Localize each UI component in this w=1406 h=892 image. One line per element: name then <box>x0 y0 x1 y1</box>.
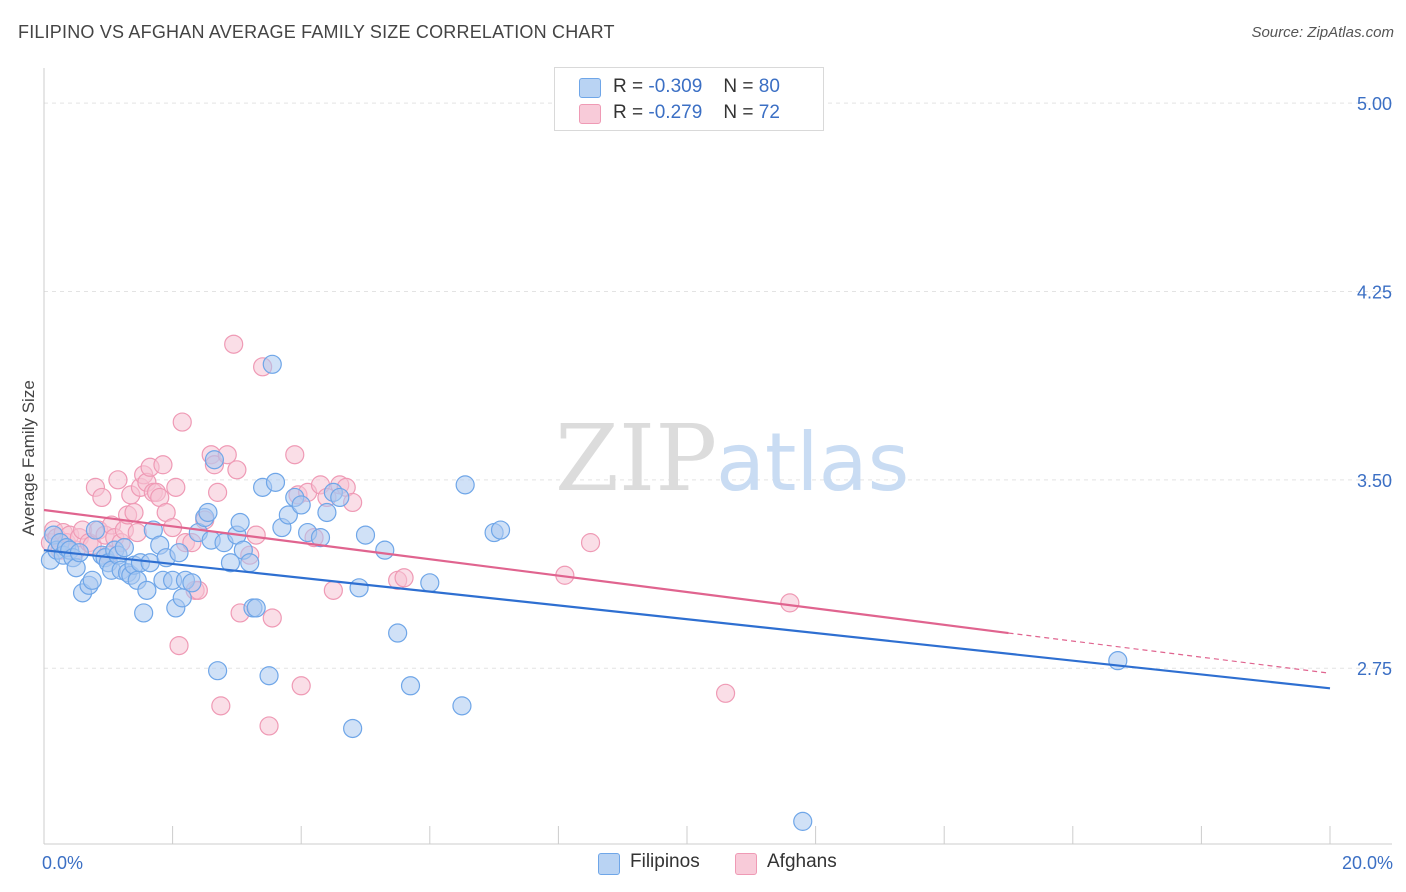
filipino-points <box>40 354 1128 831</box>
afghan-point <box>172 412 192 432</box>
filipino-point <box>265 472 286 492</box>
filipino-point <box>85 520 106 540</box>
afghan-point <box>169 635 189 656</box>
filipino-point <box>420 573 440 593</box>
filipino-point <box>375 540 395 560</box>
bottom-legend-label-afghans: Afghans <box>767 851 837 872</box>
filipino-point <box>400 676 421 696</box>
afghan-trend-line-dashed <box>1008 632 1331 674</box>
correlation-legend: R = -0.309 N = 80 R = -0.279 N = 72 <box>554 67 824 131</box>
afghan-point <box>127 522 147 543</box>
legend-r-value-filipino: -0.309 <box>648 76 703 97</box>
afghan-point <box>291 676 311 696</box>
watermark-zip: ZIP <box>555 405 717 512</box>
filipino-point <box>114 538 134 558</box>
grid-lines <box>44 102 1392 669</box>
filipino-point <box>204 450 224 470</box>
filipino-trend-line <box>43 549 1331 690</box>
filipino-point <box>240 553 260 573</box>
filipino-point <box>793 811 813 831</box>
filipino-point <box>137 580 157 600</box>
afghan-point <box>124 502 144 523</box>
filipino-point <box>134 603 154 623</box>
filipino-point <box>317 502 337 523</box>
y-tick-labels: 2.75 3.50 4.25 5.00 <box>1357 94 1392 679</box>
filipino-point <box>220 553 241 573</box>
filipino-point <box>208 661 228 681</box>
y-tick-label: 5.00 <box>1357 94 1392 114</box>
filipino-point <box>455 475 475 495</box>
filipino-point <box>278 505 298 525</box>
filipino-point <box>349 578 369 598</box>
filipino-point <box>169 543 189 563</box>
filipino-point <box>490 520 511 540</box>
filipino-point <box>388 623 408 643</box>
y-tick-label: 4.25 <box>1357 282 1392 302</box>
filipino-point <box>82 570 102 590</box>
filipino-point <box>291 495 311 515</box>
afghan-point <box>259 716 279 736</box>
afghan-point <box>715 683 736 703</box>
afghan-point <box>262 608 282 628</box>
trend-lines <box>43 508 1331 690</box>
afghan-point <box>208 482 228 502</box>
y-axis-title: Average Family Size <box>19 380 38 536</box>
afghan-point <box>246 525 266 545</box>
x-tick-label-max: 20.0% <box>1342 853 1393 873</box>
afghan-point <box>394 568 414 588</box>
filipino-point <box>343 718 363 739</box>
legend-n-value-filipino: 80 <box>758 76 780 97</box>
afghan-trend-line <box>43 508 1009 635</box>
afghan-point <box>224 334 244 354</box>
afghan-point <box>323 580 343 600</box>
filipino-point <box>198 502 218 523</box>
filipino-point <box>355 525 376 545</box>
afghan-point <box>211 696 231 716</box>
legend-r-value-afghan: -0.279 <box>648 102 703 123</box>
afghan-point <box>92 487 112 508</box>
afghan-point <box>780 593 800 613</box>
filipino-point <box>330 487 350 508</box>
legend-n-label: N = <box>723 102 754 123</box>
source-label: Source: ZipAtlas.com <box>1251 24 1394 41</box>
legend-r-label: R = <box>613 76 644 97</box>
afghan-point <box>153 455 173 475</box>
filipino-point <box>259 666 279 686</box>
watermark-atlas: atlas <box>716 416 909 509</box>
filipino-point <box>182 573 202 593</box>
afghan-point <box>227 460 247 480</box>
filipino-point <box>310 527 331 548</box>
legend-r-label: R = <box>613 102 644 123</box>
y-tick-label: 2.75 <box>1357 659 1392 679</box>
filipino-point <box>246 598 266 618</box>
bottom-legend-label-filipinos: Filipinos <box>630 851 700 872</box>
bottom-legend-swatch-afghans <box>735 853 757 875</box>
bottom-legend-swatch-filipinos <box>598 853 620 875</box>
afghan-point <box>580 533 601 553</box>
afghan-point <box>285 445 305 465</box>
axes <box>43 68 1392 845</box>
filipino-point <box>230 512 250 533</box>
legend-swatch-filipino <box>579 78 601 98</box>
filipino-point <box>452 696 472 716</box>
afghan-point <box>108 470 128 490</box>
chart-title: FILIPINO VS AFGHAN AVERAGE FAMILY SIZE C… <box>18 22 615 42</box>
legend-n-value-afghan: 72 <box>758 102 780 123</box>
filipino-point <box>262 354 282 374</box>
y-tick-label: 3.50 <box>1357 471 1392 491</box>
afghan-point <box>166 477 186 497</box>
legend-swatch-afghan <box>579 104 601 124</box>
x-tick-label-min: 0.0% <box>42 853 83 873</box>
legend-n-label: N = <box>723 76 754 97</box>
